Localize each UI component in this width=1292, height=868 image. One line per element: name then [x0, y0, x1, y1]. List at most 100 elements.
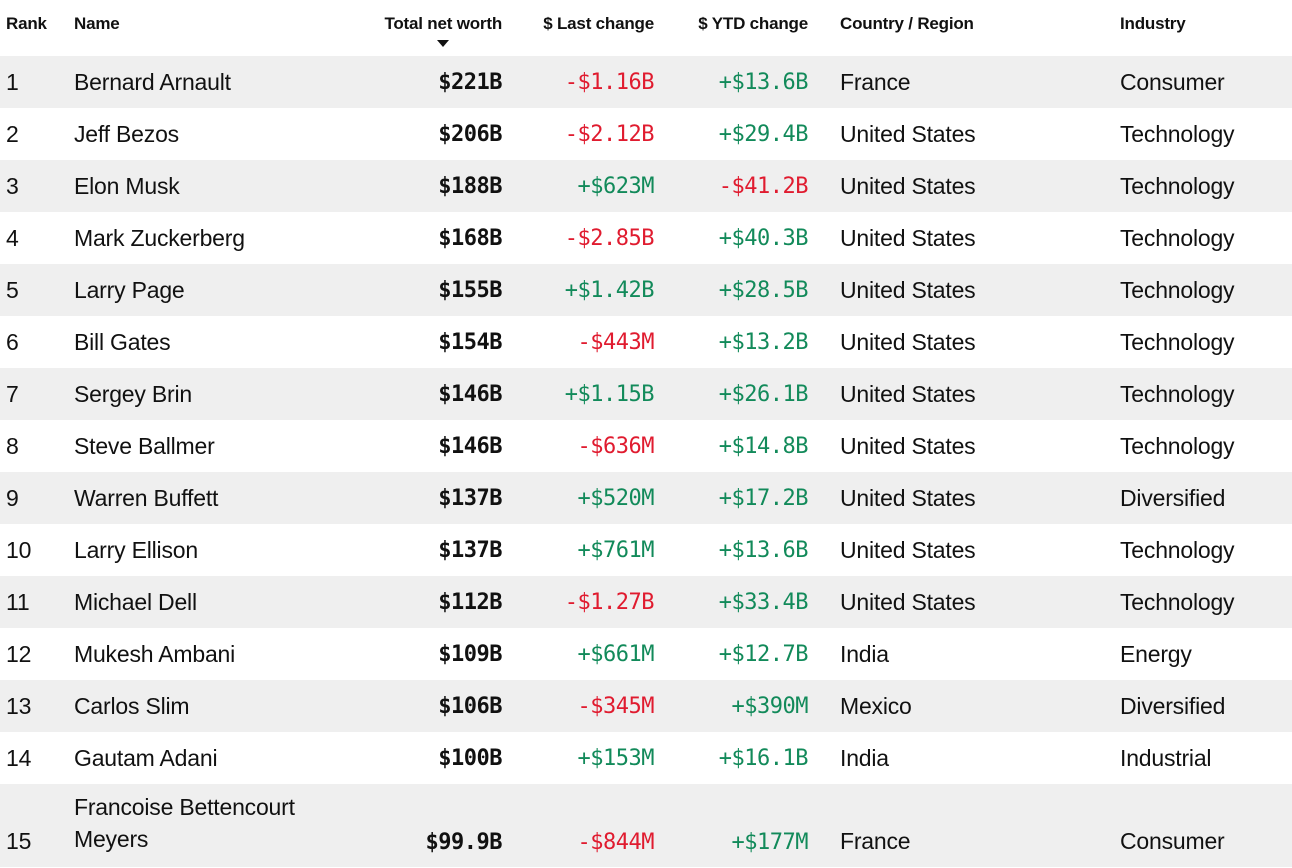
- ytd-change-cell: +$13.6B: [718, 69, 809, 95]
- table-row[interactable]: 14 Gautam Adani $100B +$153M +$16.1B India Ind…: [0, 732, 1292, 784]
- country-cell: India: [840, 744, 889, 771]
- rank-cell: 6: [6, 328, 19, 355]
- ytd-change-cell: +$13.6B: [718, 537, 809, 563]
- name-cell: Francoise Bettencourt Meyers: [74, 794, 295, 852]
- country-cell: France: [840, 68, 911, 95]
- table-body: 1 Bernard Arnault $221B -$1.16B +$13.6B Franc…: [0, 56, 1292, 867]
- last-change-cell: -$1.16B: [564, 69, 655, 95]
- name-cell: Gautam Adani: [74, 744, 218, 771]
- ytd-change-cell: +$12.7B: [718, 641, 809, 667]
- table-row[interactable]: 6 Bill Gates $154B -$443M +$13.2B United Stat…: [0, 316, 1292, 368]
- industry-cell: Diversified: [1120, 484, 1226, 511]
- rank-cell: 15: [6, 828, 32, 854]
- name-cell: Larry Ellison: [74, 536, 198, 563]
- column-header-net-worth[interactable]: Total net worth: [314, 0, 506, 56]
- name-cell: Bill Gates: [74, 328, 171, 355]
- ytd-change-cell: -$41.2B: [718, 173, 809, 199]
- table-row[interactable]: 15 Francoise Bettencourt Meyers $99.9B -$84…: [0, 784, 1292, 867]
- last-change-cell: -$1.27B: [564, 589, 655, 615]
- ytd-change-cell: +$29.4B: [718, 121, 809, 147]
- country-cell: United States: [840, 328, 976, 355]
- industry-cell: Consumer: [1120, 68, 1225, 95]
- rank-cell: 13: [6, 692, 32, 719]
- country-cell: France: [840, 828, 911, 854]
- industry-cell: Energy: [1120, 640, 1192, 667]
- column-header-name[interactable]: Name: [68, 0, 314, 56]
- name-cell: Elon Musk: [74, 172, 180, 199]
- table-row[interactable]: 13 Carlos Slim $106B -$345M +$390M Mexico Dive…: [0, 680, 1292, 732]
- net-worth-cell: $106B: [438, 693, 502, 719]
- last-change-cell: -$345M: [577, 693, 655, 719]
- column-header-name-label: Name: [74, 14, 120, 33]
- rank-cell: 4: [6, 224, 19, 251]
- country-cell: United States: [840, 276, 976, 303]
- table-row[interactable]: 2 Jeff Bezos $206B -$2.12B +$29.4B United Sta…: [0, 108, 1292, 160]
- name-cell: Mark Zuckerberg: [74, 224, 245, 251]
- name-cell: Steve Ballmer: [74, 432, 215, 459]
- ytd-change-cell: +$26.1B: [718, 381, 809, 407]
- last-change-cell: +$1.42B: [564, 277, 655, 303]
- column-header-rank-label: Rank: [6, 14, 47, 33]
- column-header-last-change-label: $ Last change: [543, 14, 654, 33]
- rank-cell: 2: [6, 120, 19, 147]
- table-row[interactable]: 9 Warren Buffett $137B +$520M +$17.2B United …: [0, 472, 1292, 524]
- table-row[interactable]: 12 Mukesh Ambani $109B +$661M +$12.7B India En…: [0, 628, 1292, 680]
- ytd-change-cell: +$390M: [731, 693, 809, 719]
- table-row[interactable]: 4 Mark Zuckerberg $168B -$2.85B +$40.3B Unite…: [0, 212, 1292, 264]
- name-cell: Bernard Arnault: [74, 68, 231, 95]
- ytd-change-cell: +$13.2B: [718, 329, 809, 355]
- column-header-ytd-change[interactable]: $ YTD change: [658, 0, 812, 56]
- column-header-ytd-change-label: $ YTD change: [698, 14, 808, 33]
- industry-cell: Technology: [1120, 588, 1235, 615]
- net-worth-cell: $155B: [438, 277, 502, 303]
- last-change-cell: -$2.12B: [564, 121, 655, 147]
- last-change-cell: -$636M: [577, 433, 655, 459]
- industry-cell: Industrial: [1120, 744, 1212, 771]
- industry-cell: Technology: [1120, 276, 1235, 303]
- column-header-country[interactable]: Country / Region: [812, 0, 1092, 56]
- country-cell: United States: [840, 536, 976, 563]
- last-change-cell: +$1.15B: [564, 381, 655, 407]
- net-worth-cell: $100B: [438, 745, 502, 771]
- name-cell: Mukesh Ambani: [74, 640, 236, 667]
- industry-cell: Technology: [1120, 536, 1235, 563]
- last-change-cell: +$623M: [577, 173, 655, 199]
- net-worth-cell: $109B: [438, 641, 502, 667]
- last-change-cell: +$661M: [577, 641, 655, 667]
- ytd-change-cell: +$28.5B: [718, 277, 809, 303]
- table-row[interactable]: 8 Steve Ballmer $146B -$636M +$14.8B United S…: [0, 420, 1292, 472]
- net-worth-cell: $206B: [438, 121, 502, 147]
- column-header-industry[interactable]: Industry: [1092, 0, 1292, 56]
- rank-cell: 10: [6, 536, 32, 563]
- name-cell: Jeff Bezos: [74, 120, 179, 147]
- last-change-cell: +$153M: [577, 745, 655, 771]
- net-worth-cell: $99.9B: [425, 830, 503, 855]
- table-row[interactable]: 1 Bernard Arnault $221B -$1.16B +$13.6B Franc…: [0, 56, 1292, 108]
- rank-cell: 1: [6, 68, 19, 95]
- table-row[interactable]: 7 Sergey Brin $146B +$1.15B +$26.1B United St…: [0, 368, 1292, 420]
- column-header-rank[interactable]: Rank: [0, 0, 68, 56]
- table-row[interactable]: 5 Larry Page $155B +$1.42B +$28.5B United Sta…: [0, 264, 1292, 316]
- country-cell: United States: [840, 484, 976, 511]
- name-cell: Carlos Slim: [74, 692, 190, 719]
- rank-cell: 8: [6, 432, 19, 459]
- table-row[interactable]: 3 Elon Musk $188B +$623M -$41.2B United State…: [0, 160, 1292, 212]
- column-header-country-label: Country / Region: [840, 14, 974, 33]
- column-header-last-change[interactable]: $ Last change: [506, 0, 658, 56]
- industry-cell: Diversified: [1120, 692, 1226, 719]
- industry-cell: Technology: [1120, 328, 1235, 355]
- ytd-change-cell: +$17.2B: [718, 485, 809, 511]
- sort-descending-icon[interactable]: [437, 40, 450, 47]
- industry-cell: Technology: [1120, 380, 1235, 407]
- industry-cell: Technology: [1120, 120, 1235, 147]
- rank-cell: 7: [6, 380, 19, 407]
- rank-cell: 11: [6, 588, 30, 615]
- name-cell: Sergey Brin: [74, 380, 192, 407]
- net-worth-cell: $221B: [438, 69, 502, 95]
- table-row[interactable]: 10 Larry Ellison $137B +$761M +$13.6B United …: [0, 524, 1292, 576]
- rank-cell: 5: [6, 276, 19, 303]
- table-row[interactable]: 11 Michael Dell $112B -$1.27B +$33.4B United …: [0, 576, 1292, 628]
- ytd-change-cell: +$14.8B: [718, 433, 809, 459]
- net-worth-cell: $146B: [438, 381, 502, 407]
